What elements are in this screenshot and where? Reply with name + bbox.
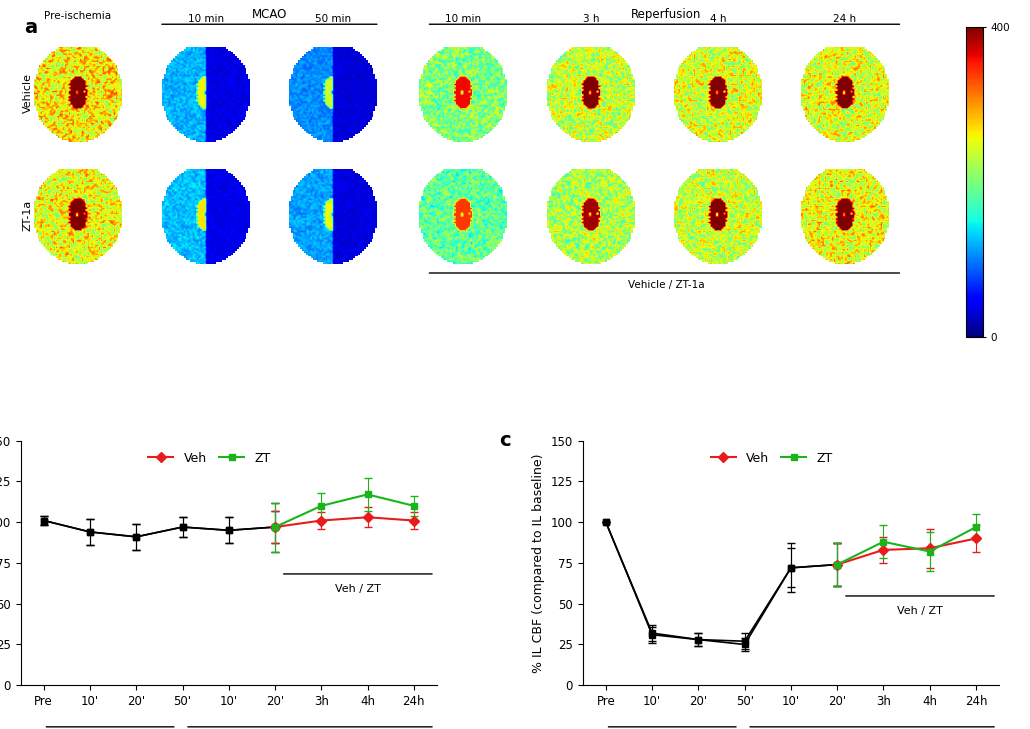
- Text: Pre-ischemia: Pre-ischemia: [44, 11, 111, 20]
- Text: a: a: [24, 18, 37, 37]
- Text: 10 min: 10 min: [187, 15, 224, 24]
- Text: Veh / ZT: Veh / ZT: [897, 606, 942, 616]
- Text: ZT-1a: ZT-1a: [23, 200, 33, 230]
- Text: 10 min: 10 min: [445, 15, 481, 24]
- Text: Reperfusion: Reperfusion: [630, 7, 701, 20]
- Text: 50 min: 50 min: [315, 15, 351, 24]
- Text: Vehicle: Vehicle: [23, 73, 33, 113]
- Text: 4 h: 4 h: [710, 15, 726, 24]
- Legend: Veh, ZT: Veh, ZT: [143, 447, 275, 470]
- Text: c: c: [500, 431, 511, 450]
- Text: 24 h: 24 h: [833, 15, 857, 24]
- Text: Vehicle / ZT-1a: Vehicle / ZT-1a: [627, 280, 705, 290]
- Text: 3 h: 3 h: [583, 15, 599, 24]
- Legend: Veh, ZT: Veh, ZT: [706, 447, 837, 470]
- Text: Veh / ZT: Veh / ZT: [335, 584, 381, 593]
- Text: MCAO: MCAO: [251, 7, 287, 20]
- Y-axis label: % IL CBF (compared to IL baseline): % IL CBF (compared to IL baseline): [533, 453, 545, 673]
